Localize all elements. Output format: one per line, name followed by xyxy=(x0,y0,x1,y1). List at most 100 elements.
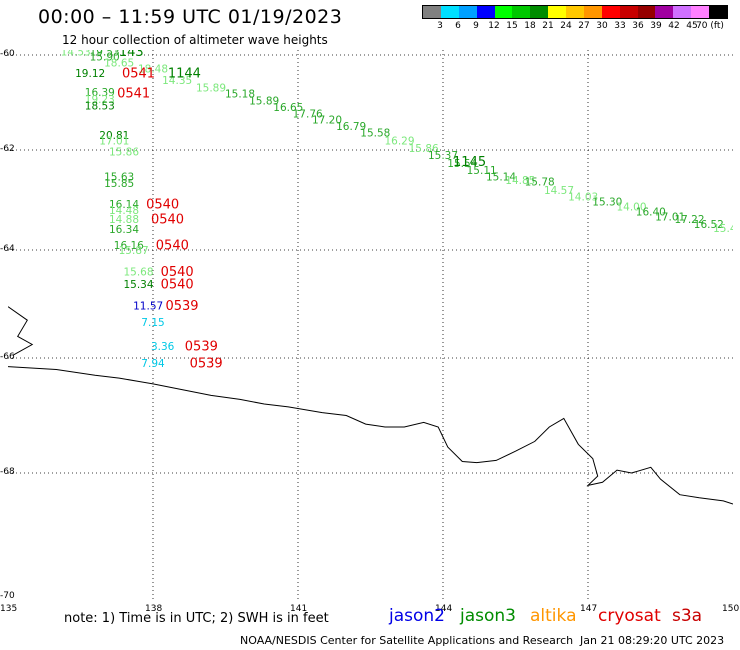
legend-item-cryosat: cryosat xyxy=(598,606,661,626)
wave-height-label: 16.52 xyxy=(694,219,724,231)
wave-height-label: 18.53 xyxy=(85,100,115,112)
wave-height-label: 14.48 xyxy=(109,205,139,217)
page-subtitle: 12 hour collection of altimeter wave hei… xyxy=(62,33,328,47)
legend-item-altika: altika xyxy=(530,606,577,626)
wave-height-label: 18.48 xyxy=(138,63,168,75)
wave-height-label: 18.65 xyxy=(104,58,134,70)
pass-time-label: 0540 xyxy=(161,265,194,280)
page-title: 00:00 – 11:59 UTC 01/19/2023 xyxy=(38,6,343,28)
wave-height-label: 16.14 xyxy=(109,199,139,211)
wave-height-label: 15.58 xyxy=(360,127,390,139)
wave-height-label: 20.81 xyxy=(99,130,129,142)
wave-height-label: 19.12 xyxy=(75,68,105,80)
longitude-label: 135 xyxy=(0,604,18,614)
wave-height-label: 15.68 xyxy=(123,267,153,279)
scale-label: 18 xyxy=(524,21,536,31)
scale-label: 45 xyxy=(686,21,698,31)
latitude-label: -60 xyxy=(0,49,15,59)
wave-height-label: 15.87 xyxy=(119,245,149,257)
wave-height-label: 3.36 xyxy=(151,341,175,353)
longitude-label: 141 xyxy=(290,604,308,614)
wave-height-label: 15.34 xyxy=(123,279,153,291)
scale-label: 36 xyxy=(632,21,644,31)
scale-swatch xyxy=(458,6,477,18)
pass-time-label: 143 xyxy=(119,50,144,60)
wave-height-label: 14.88 xyxy=(109,214,139,226)
scale-swatch xyxy=(709,6,727,18)
footnote: note: 1) Time is in UTC; 2) SWH is in fe… xyxy=(64,611,329,626)
scale-label: 30 xyxy=(596,21,608,31)
wave-height-label: 17.76 xyxy=(293,108,323,120)
legend-item-s3a: s3a xyxy=(672,606,703,626)
wave-height-label: 14.00 xyxy=(616,202,646,214)
scale-label: 12 xyxy=(488,21,500,31)
wave-height-label: 15.86 xyxy=(109,147,139,159)
pass-time-label: 0540 xyxy=(156,239,189,254)
scale-label: 21 xyxy=(542,21,554,31)
scale-label: 70 (ft) xyxy=(696,21,724,31)
wave-height-label: 19.23 xyxy=(85,94,115,106)
pass-time-label: 0541 xyxy=(122,67,155,82)
longitude-label: 144 xyxy=(435,604,453,614)
scale-swatch xyxy=(619,6,638,18)
pass-time-label: 0540 xyxy=(146,198,179,213)
coastline xyxy=(8,306,34,356)
scale-swatch xyxy=(673,6,692,18)
wave-height-label: 15.18 xyxy=(225,88,255,100)
scale-swatch xyxy=(601,6,620,18)
longitude-label: 147 xyxy=(580,604,598,614)
pass-time-label: 0539 xyxy=(185,340,218,355)
wave-height-label: 7.94 xyxy=(141,358,165,370)
wave-height-label: 17.01 xyxy=(99,135,129,147)
scale-swatch xyxy=(423,6,441,18)
wave-height-label: 14.85 xyxy=(505,175,535,187)
wave-height-label: 15.54 xyxy=(447,158,477,170)
wave-height-label: 17.20 xyxy=(312,115,342,127)
wave-height-label: 15.14 xyxy=(486,172,516,184)
pass-time-label: 1144 xyxy=(168,67,201,82)
wave-height-label: 17.22 xyxy=(674,214,704,226)
pass-time-label: 0539 xyxy=(190,356,223,371)
scale-swatch xyxy=(655,6,674,18)
latitude-label: -68 xyxy=(0,467,15,477)
scale-swatch xyxy=(566,6,584,18)
pass-time-label: 0540 xyxy=(161,278,194,293)
wave-height-label: 15.89 xyxy=(249,96,279,108)
scale-label: 42 xyxy=(668,21,680,31)
scale-swatch xyxy=(494,6,513,18)
scale-swatch xyxy=(476,6,495,18)
legend-item-jason3: jason3 xyxy=(460,606,516,626)
wave-height-label: 15.85 xyxy=(104,178,134,190)
scale-label: 24 xyxy=(560,21,572,31)
legend-item-jason2: jason2 xyxy=(389,606,445,626)
wave-height-label: 11.57 xyxy=(133,301,163,313)
generation-timestamp: Jan 21 08:29:20 UTC 2023 xyxy=(580,634,725,647)
wave-height-label: 16.16 xyxy=(114,240,144,252)
pass-time-label: 1145 xyxy=(453,155,486,170)
credit-line: NOAA/NESDIS Center for Satellite Applica… xyxy=(240,634,574,647)
pass-time-label: 0540 xyxy=(151,213,184,228)
wave-height-label: 15.78 xyxy=(525,177,555,189)
scale-label: 39 xyxy=(650,21,662,31)
wave-height-label: 15.86 xyxy=(409,143,439,155)
scale-label: 6 xyxy=(455,21,461,31)
scale-swatch xyxy=(548,6,566,18)
wave-height-label: 15.11 xyxy=(467,165,497,177)
latitude-label: -66 xyxy=(0,352,15,362)
scale-swatch xyxy=(512,6,531,18)
wave-height-label: 14.03 xyxy=(568,192,598,204)
wave-height-label: 15.89 xyxy=(196,82,226,94)
wave-height-label: 15.90 xyxy=(90,51,120,63)
pass-time-label: 0539 xyxy=(165,299,198,314)
wave-height-label: 14.53 xyxy=(61,50,91,59)
longitude-label: 138 xyxy=(145,604,163,614)
wave-height-label: 16.39 xyxy=(85,87,115,99)
wave-height-label: 7.15 xyxy=(141,317,164,329)
wave-height-label: 16.65 xyxy=(273,102,303,114)
wave-height-label: 14.57 xyxy=(544,185,574,197)
wave-height-label: 17.01 xyxy=(655,212,685,224)
wave-height-label: 15.63 xyxy=(104,172,134,184)
wave-height-label: 19.53 xyxy=(90,50,120,59)
wave-height-label: 15.37 xyxy=(428,150,458,162)
